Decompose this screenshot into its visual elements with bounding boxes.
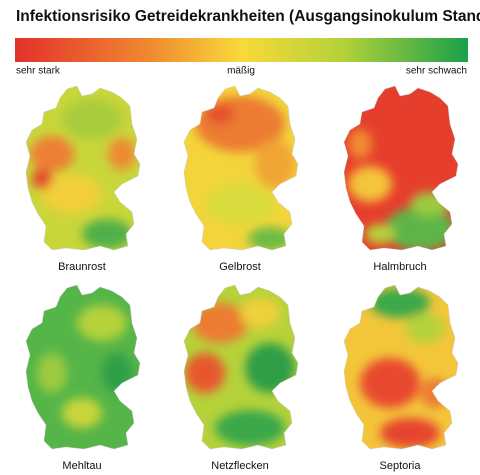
map-label: Gelbrost	[219, 261, 261, 273]
map	[25, 85, 141, 251]
legend-label: sehr stark	[16, 66, 61, 77]
title: Infektionsrisiko Getreidekrankheiten (Au…	[16, 8, 480, 25]
map-label: Braunrost	[58, 261, 106, 273]
map	[183, 85, 299, 251]
map	[25, 284, 141, 450]
map-label: Septoria	[380, 460, 422, 472]
map	[343, 85, 459, 251]
map-label: Mehltau	[62, 460, 101, 472]
legend-label: sehr schwach	[406, 66, 467, 77]
map	[343, 284, 459, 450]
color-scale	[15, 38, 468, 62]
map-label: Halmbruch	[373, 261, 426, 273]
legend-label: mäßig	[227, 66, 255, 77]
map	[183, 284, 299, 450]
map-label: Netzflecken	[211, 460, 268, 472]
